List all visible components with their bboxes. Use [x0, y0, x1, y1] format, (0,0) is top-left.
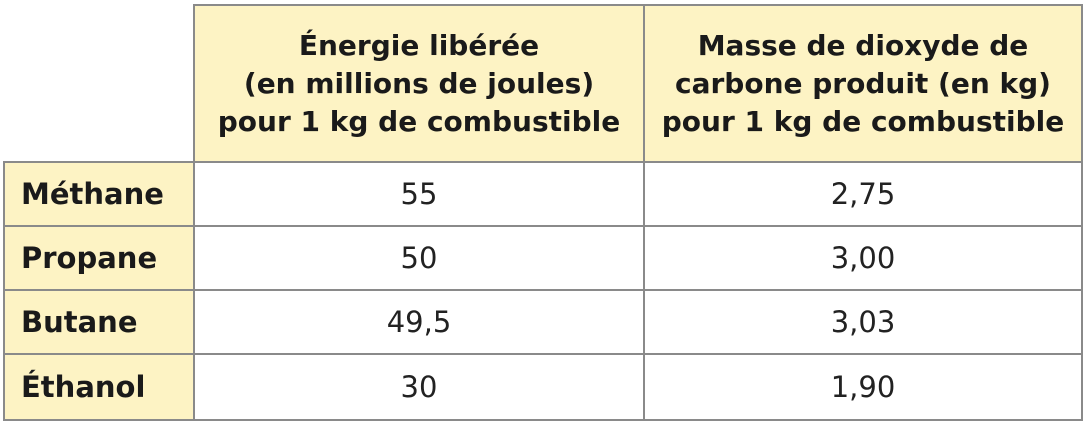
energy-value: 30: [193, 353, 645, 421]
header-energy-line-1: Énergie libérée: [298, 28, 540, 62]
table-row: Méthane 55 2,75: [3, 161, 1083, 227]
table-row: Butane 49,5 3,03: [3, 289, 1083, 355]
energy-value: 55: [193, 161, 645, 227]
header-energy-line-2: (en millions de joules): [243, 66, 595, 100]
row-label-propane: Propane: [3, 225, 195, 291]
header-co2-line-1: Masse de dioxyde de: [697, 28, 1029, 62]
co2-value: 2,75: [643, 161, 1083, 227]
header-co2-line-3: pour 1 kg de combustible: [661, 104, 1065, 138]
co2-value: 1,90: [643, 353, 1083, 421]
co2-value: 3,03: [643, 289, 1083, 355]
row-label-ethanol: Éthanol: [3, 353, 195, 421]
header-co2-line-2: carbone produit (en kg): [675, 66, 1051, 100]
table-row: Éthanol 30 1,90: [3, 353, 1083, 421]
empty-corner-cell: [4, 5, 195, 163]
row-label-methane: Méthane: [3, 161, 195, 227]
table-row: Propane 50 3,00: [3, 225, 1083, 291]
header-row: Énergie libérée (en millions de joules) …: [4, 4, 1083, 163]
header-energy: Énergie libérée (en millions de joules) …: [193, 4, 645, 163]
fuel-comparison-table: Énergie libérée (en millions de joules) …: [3, 4, 1083, 421]
header-energy-line-3: pour 1 kg de combustible: [217, 104, 621, 138]
header-co2: Masse de dioxyde de carbone produit (en …: [643, 4, 1083, 163]
energy-value: 50: [193, 225, 645, 291]
energy-value: 49,5: [193, 289, 645, 355]
row-label-butane: Butane: [3, 289, 195, 355]
co2-value: 3,00: [643, 225, 1083, 291]
